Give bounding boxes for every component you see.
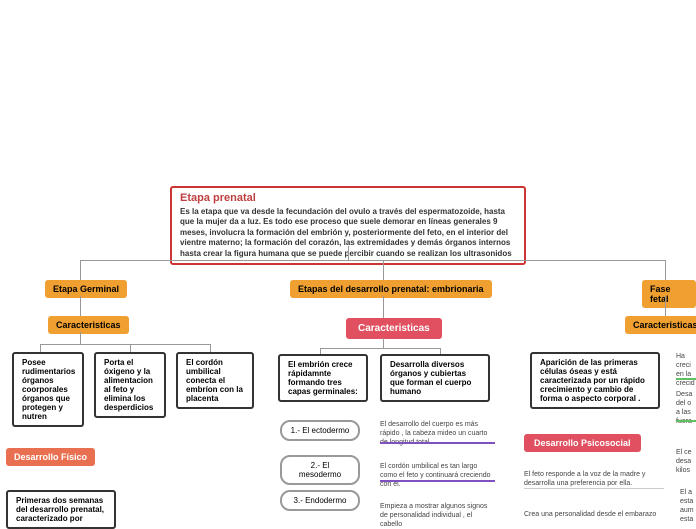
fetal-text: Fase fetal bbox=[650, 284, 671, 304]
fetal-carac: Caracteristicas bbox=[625, 316, 696, 334]
layer-text: 2.- El mesodermo bbox=[299, 461, 341, 479]
layer-text: 1.- El ectodermo bbox=[291, 426, 350, 435]
purple-underline bbox=[380, 442, 495, 444]
embr-left-card: El embrión crece rápidamnte formando tre… bbox=[278, 354, 368, 402]
germinal-label: Etapa Germinal bbox=[45, 280, 127, 298]
germinal-text: Etapa Germinal bbox=[53, 284, 119, 294]
connector bbox=[40, 344, 210, 345]
fetal-label: Fase fetal bbox=[642, 280, 696, 308]
primeras-card: Primeras dos semanas del desarrollo pren… bbox=[6, 490, 116, 529]
connector bbox=[665, 296, 666, 316]
layer-0: 1.- El ectodermo bbox=[280, 420, 360, 441]
germinal-card-0: Posee rudimentarios órganos coorporales … bbox=[12, 352, 84, 427]
card-text: Porta el óxigeno y la alimentacion al fe… bbox=[104, 358, 153, 412]
layer-1: 2.- El mesodermo bbox=[280, 455, 360, 485]
purple-underline bbox=[380, 480, 495, 482]
germinal-carac: Caracteristicas bbox=[48, 316, 129, 334]
connector bbox=[383, 338, 384, 348]
connector bbox=[130, 344, 131, 352]
psicosocial: Desarrollo Psicosocial bbox=[524, 434, 641, 452]
embrionaria-label: Etapas del desarrollo prenatal: embriona… bbox=[290, 280, 492, 298]
embr-right-card: Desarrolla diversos órganos y cubiertas … bbox=[380, 354, 490, 402]
germinal-carac-text: Caracteristicas bbox=[56, 320, 121, 330]
card-text: El cordón umbilical conecta el embríon c… bbox=[186, 358, 243, 403]
connector bbox=[80, 260, 81, 280]
germinal-card-1: Porta el óxigeno y la alimentacion al fe… bbox=[94, 352, 166, 418]
card-text: Posee rudimentarios órganos coorporales … bbox=[22, 358, 75, 421]
fetal-side: El a esta aum esta bbox=[680, 488, 696, 524]
embrionaria-carac-text: Caracteristicas bbox=[358, 323, 430, 334]
layer-text: 3.- Endodermo bbox=[294, 496, 347, 505]
fetal-note-0: Ha creci en la crecid bbox=[676, 352, 696, 388]
connector bbox=[210, 344, 211, 352]
connector bbox=[320, 348, 440, 349]
primeras-text: Primeras dos semanas del desarrollo pren… bbox=[16, 496, 104, 523]
connector bbox=[80, 332, 81, 344]
note-1: El cordón umbilical es tan largo como el… bbox=[380, 462, 495, 489]
fetal-note-2: El ce desa kilos bbox=[676, 448, 696, 475]
fetal-bottom-0: El feto responde a la voz de la madre y … bbox=[524, 470, 664, 488]
fetal-card: Aparición de las primeras células óseas … bbox=[530, 352, 660, 409]
desarrollo-text: Desarrollo Físico bbox=[14, 452, 87, 462]
connector bbox=[665, 260, 666, 280]
connector bbox=[348, 246, 349, 260]
connector bbox=[383, 260, 384, 280]
connector bbox=[80, 296, 81, 316]
note-2: Empieza a mostrar algunos signos de pers… bbox=[380, 502, 495, 529]
card-text: El embrión crece rápidamnte formando tre… bbox=[288, 360, 358, 396]
fetal-carac-text: Caracteristicas bbox=[633, 320, 696, 330]
layer-2: 3.- Endodermo bbox=[280, 490, 360, 511]
embrionaria-text: Etapas del desarrollo prenatal: embriona… bbox=[298, 284, 484, 294]
psico-text: Desarrollo Psicosocial bbox=[534, 438, 631, 448]
connector bbox=[40, 344, 41, 352]
card-text: Desarrolla diversos órganos y cubiertas … bbox=[390, 360, 471, 396]
fetal-bottom-1: Crea una personalidad desde el embarazo bbox=[524, 510, 664, 519]
underline bbox=[524, 488, 664, 489]
connector bbox=[80, 260, 665, 261]
green-underline bbox=[676, 420, 696, 422]
germinal-card-2: El cordón umbilical conecta el embríon c… bbox=[176, 352, 254, 409]
green-underline bbox=[676, 378, 696, 380]
connector bbox=[383, 296, 384, 318]
desarrollo-fisico: Desarrollo Físico bbox=[6, 448, 95, 466]
card-text: Aparición de las primeras células óseas … bbox=[540, 358, 645, 403]
embrionaria-carac: Caracteristicas bbox=[346, 318, 442, 339]
root-title: Etapa prenatal bbox=[180, 192, 516, 204]
